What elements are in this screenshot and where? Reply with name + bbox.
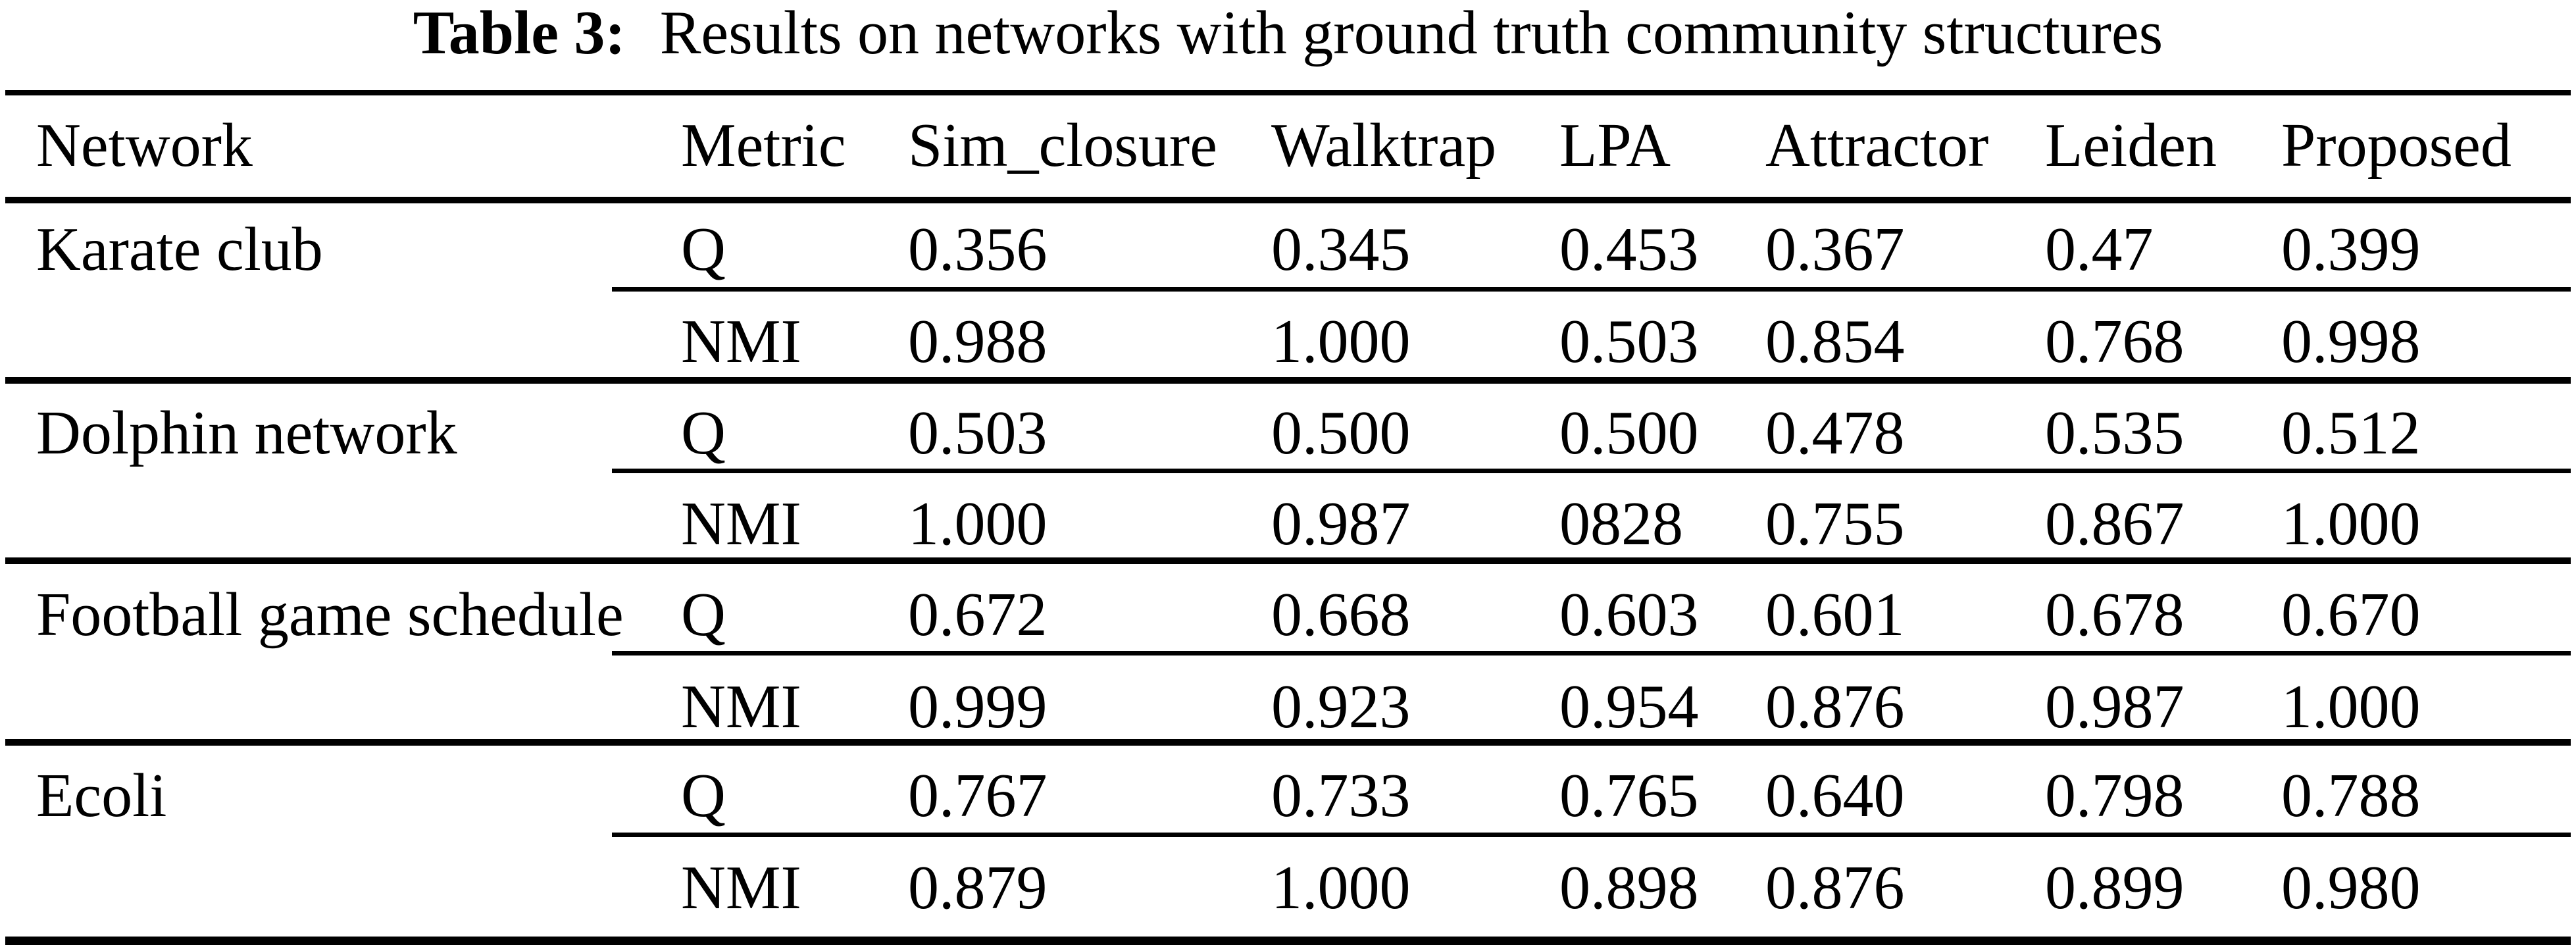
metric-label: Q (681, 580, 726, 649)
value-cell: 0.399 (2281, 215, 2421, 284)
network-name: Football game schedule (36, 580, 624, 649)
table-bottom-rule (5, 937, 2571, 945)
value-cell: 0.767 (908, 761, 1048, 830)
metric-label: NMI (681, 854, 801, 922)
value-cell: 0.898 (1559, 854, 1699, 922)
value-cell: 0.453 (1559, 215, 1699, 284)
col-header-lpa: LPA (1559, 111, 1671, 180)
value-cell: 0.367 (1765, 215, 1905, 284)
value-cell: 0.899 (2045, 854, 2185, 922)
metric-label: Q (681, 399, 726, 467)
col-header-attractor: Attractor (1765, 111, 1989, 180)
value-cell: 0.535 (2045, 399, 2185, 467)
table-caption-text: Results on networks with ground truth co… (659, 0, 2163, 67)
value-cell: 0.672 (908, 580, 1048, 649)
col-header-sim-closure: Sim_closure (908, 111, 1217, 180)
value-cell: 0.788 (2281, 761, 2421, 830)
metric-label: NMI (681, 307, 801, 376)
group-separator-rule (5, 557, 2571, 564)
value-cell: 0.987 (1271, 490, 1411, 558)
group-separator-rule (5, 739, 2571, 746)
value-cell: 0.876 (1765, 673, 1905, 741)
table-top-rule (5, 90, 2571, 95)
value-cell: 0.640 (1765, 761, 1905, 830)
value-cell: 0.988 (908, 307, 1048, 376)
value-cell: 0.500 (1559, 399, 1699, 467)
value-cell: 0828 (1559, 490, 1683, 558)
col-header-metric: Metric (681, 111, 846, 180)
value-cell: 0.601 (1765, 580, 1905, 649)
value-cell: 0.733 (1271, 761, 1411, 830)
value-cell: 0.987 (2045, 673, 2185, 741)
value-cell: 0.345 (1271, 215, 1411, 284)
value-cell: 0.603 (1559, 580, 1699, 649)
metric-label: Q (681, 215, 726, 284)
value-cell: 0.512 (2281, 399, 2421, 467)
value-cell: 0.998 (2281, 307, 2421, 376)
value-cell: 0.867 (2045, 490, 2185, 558)
value-cell: 0.356 (908, 215, 1048, 284)
value-cell: 0.503 (908, 399, 1048, 467)
value-cell: 0.980 (2281, 854, 2421, 922)
table-caption-label: Table 3: (413, 0, 626, 67)
col-header-walktrap: Walktrap (1271, 111, 1497, 180)
value-cell: 0.854 (1765, 307, 1905, 376)
value-cell: 0.670 (2281, 580, 2421, 649)
value-cell: 1.000 (1271, 307, 1411, 376)
value-cell: 0.923 (1271, 673, 1411, 741)
metric-label: NMI (681, 673, 801, 741)
metric-label: NMI (681, 490, 801, 558)
network-name: Karate club (36, 215, 323, 284)
metric-separator-rule (612, 651, 2571, 655)
value-cell: 0.999 (908, 673, 1048, 741)
value-cell: 0.500 (1271, 399, 1411, 467)
value-cell: 1.000 (2281, 673, 2421, 741)
metric-separator-rule (612, 833, 2571, 837)
metric-separator-rule (612, 469, 2571, 473)
value-cell: 1.000 (1271, 854, 1411, 922)
metric-label: Q (681, 761, 726, 830)
table-caption: Table 3: Results on networks with ground … (0, 2, 2576, 64)
group-separator-rule (5, 377, 2571, 384)
value-cell: 0.503 (1559, 307, 1699, 376)
value-cell: 0.755 (1765, 490, 1905, 558)
col-header-network: Network (36, 111, 253, 180)
value-cell: 1.000 (2281, 490, 2421, 558)
value-cell: 0.954 (1559, 673, 1699, 741)
metric-separator-rule (612, 287, 2571, 292)
value-cell: 0.798 (2045, 761, 2185, 830)
col-header-leiden: Leiden (2045, 111, 2217, 180)
header-bottom-rule (5, 197, 2571, 203)
network-name: Dolphin network (36, 399, 457, 467)
value-cell: 0.478 (1765, 399, 1905, 467)
value-cell: 0.879 (908, 854, 1048, 922)
network-name: Ecoli (36, 761, 167, 830)
value-cell: 0.768 (2045, 307, 2185, 376)
value-cell: 1.000 (908, 490, 1048, 558)
value-cell: 0.765 (1559, 761, 1699, 830)
value-cell: 0.668 (1271, 580, 1411, 649)
col-header-proposed: Proposed (2281, 111, 2512, 180)
value-cell: 0.47 (2045, 215, 2154, 284)
value-cell: 0.876 (1765, 854, 1905, 922)
value-cell: 0.678 (2045, 580, 2185, 649)
